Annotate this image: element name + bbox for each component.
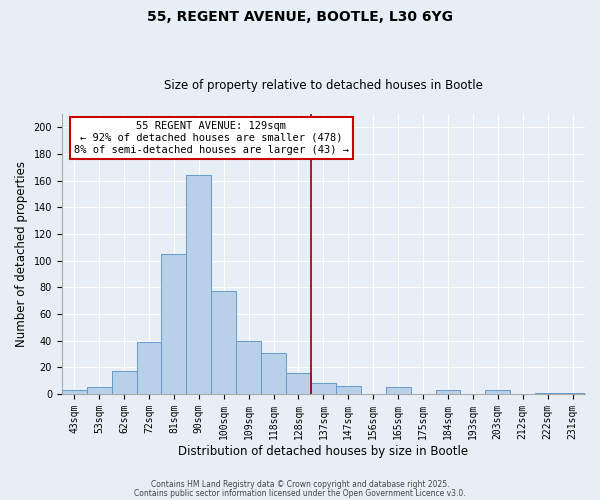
Bar	[161, 254, 187, 394]
Bar	[286, 372, 311, 394]
Bar	[261, 352, 286, 394]
Text: 55 REGENT AVENUE: 129sqm
← 92% of detached houses are smaller (478)
8% of semi-d: 55 REGENT AVENUE: 129sqm ← 92% of detach…	[74, 122, 349, 154]
Bar	[187, 176, 211, 394]
Bar	[211, 292, 236, 394]
Title: Size of property relative to detached houses in Bootle: Size of property relative to detached ho…	[164, 79, 483, 92]
Bar	[62, 390, 86, 394]
Text: Contains HM Land Registry data © Crown copyright and database right 2025.: Contains HM Land Registry data © Crown c…	[151, 480, 449, 489]
Bar	[336, 386, 361, 394]
Y-axis label: Number of detached properties: Number of detached properties	[15, 161, 28, 347]
Text: 55, REGENT AVENUE, BOOTLE, L30 6YG: 55, REGENT AVENUE, BOOTLE, L30 6YG	[147, 10, 453, 24]
Bar	[560, 392, 585, 394]
Bar	[137, 342, 161, 394]
Bar	[112, 372, 137, 394]
Bar	[86, 388, 112, 394]
X-axis label: Distribution of detached houses by size in Bootle: Distribution of detached houses by size …	[178, 444, 469, 458]
Bar	[485, 390, 510, 394]
Bar	[386, 388, 410, 394]
Bar	[535, 392, 560, 394]
Text: Contains public sector information licensed under the Open Government Licence v3: Contains public sector information licen…	[134, 489, 466, 498]
Bar	[311, 384, 336, 394]
Bar	[436, 390, 460, 394]
Bar	[236, 340, 261, 394]
